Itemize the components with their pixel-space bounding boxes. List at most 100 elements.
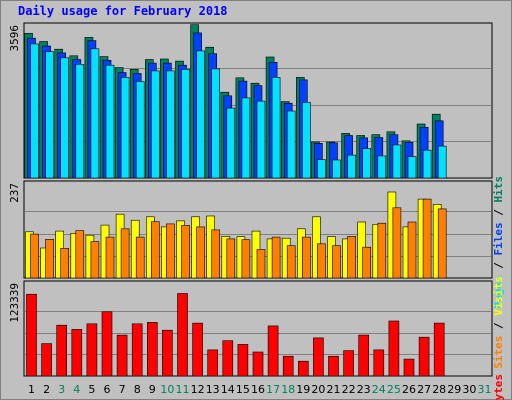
bar-pages-day-24 [377, 155, 387, 179]
day-label-9: 9 [149, 383, 156, 396]
bar-sites-day-24 [377, 222, 387, 279]
bar-sites-day-27 [422, 198, 432, 279]
bar-sites-day-23 [362, 246, 372, 279]
bar-kbytes-day-26 [403, 358, 415, 377]
day-label-28: 28 [432, 383, 446, 396]
day-label-29: 29 [447, 383, 461, 396]
bar-sites-day-2 [45, 239, 54, 279]
bar-kbytes-day-1 [26, 293, 37, 377]
bar-sites-day-4 [75, 230, 85, 279]
bar-kbytes-day-4 [71, 329, 83, 377]
day-label-16: 16 [251, 383, 265, 396]
bar-sites-day-18 [286, 245, 296, 279]
bar-kbytes-day-6 [101, 311, 113, 377]
day-label-27: 27 [417, 383, 431, 396]
legend-item-visits: Visits [492, 276, 505, 316]
bar-kbytes-day-14 [222, 340, 234, 377]
day-label-3: 3 [58, 383, 65, 396]
bar-pages-day-6 [105, 64, 115, 179]
day-label-24: 24 [372, 383, 386, 396]
day-label-20: 20 [311, 383, 325, 396]
bar-kbytes-day-19 [297, 360, 309, 377]
bar-pages-day-9 [151, 70, 160, 179]
bar-sites-day-20 [317, 243, 326, 279]
day-label-4: 4 [73, 383, 80, 396]
day-label-18: 18 [281, 383, 295, 396]
legend-hits-files-pages: Pages / Files / Hits [492, 176, 505, 309]
bar-kbytes-day-20 [313, 337, 324, 377]
day-label-26: 26 [402, 383, 416, 396]
day-label-21: 21 [327, 383, 341, 396]
bar-sites-day-17 [271, 236, 281, 279]
bar-kbytes-day-9 [147, 322, 158, 377]
day-label-25: 25 [387, 383, 401, 396]
day-label-7: 7 [119, 383, 126, 396]
legend-item-pages: Pages [492, 275, 505, 308]
bar-sites-day-11 [181, 225, 190, 279]
bar-sites-day-15 [241, 239, 251, 279]
day-label-23: 23 [357, 383, 371, 396]
day-label-5: 5 [88, 383, 95, 396]
ymax-label-visits-sites: 237 [8, 183, 21, 203]
bar-pages-day-17 [271, 77, 281, 179]
bar-kbytes-day-10 [162, 329, 173, 377]
day-label-13: 13 [206, 383, 220, 396]
bar-kbytes-day-15 [237, 343, 249, 377]
bar-kbytes-day-2 [41, 343, 52, 377]
bar-pages-day-10 [166, 70, 175, 179]
bar-sites-day-7 [120, 228, 130, 279]
bar-sites-day-13 [211, 229, 220, 279]
legend-item-sites: Sites [492, 336, 505, 369]
legend-visits-sites: Sites / Visits [492, 276, 505, 369]
bar-sites-day-22 [347, 236, 356, 279]
day-label-15: 15 [236, 383, 250, 396]
bar-sites-day-14 [226, 238, 236, 279]
legend-item-hits: Hits [492, 176, 505, 203]
bar-kbytes-day-7 [116, 334, 128, 377]
bar-pages-day-21 [332, 159, 341, 179]
bar-pages-day-4 [75, 64, 85, 179]
day-label-2: 2 [43, 383, 50, 396]
bar-sites-day-25 [392, 207, 402, 279]
bar-sites-day-12 [196, 226, 205, 279]
day-label-31: 31 [478, 383, 492, 396]
bar-pages-day-27 [422, 149, 432, 179]
bar-pages-day-13 [211, 68, 220, 179]
bar-sites-day-21 [332, 245, 341, 279]
bar-kbytes-day-3 [56, 324, 68, 377]
bar-kbytes-day-22 [343, 350, 354, 377]
legend-separator: / [492, 316, 505, 336]
bar-pages-day-16 [256, 100, 266, 179]
bar-pages-day-25 [392, 144, 402, 179]
day-label-8: 8 [134, 383, 141, 396]
bar-pages-day-12 [196, 50, 205, 179]
bar-kbytes-day-23 [358, 334, 370, 377]
bar-kbytes-day-13 [207, 349, 218, 377]
bar-kbytes-day-28 [433, 322, 445, 377]
bar-pages-day-14 [226, 107, 236, 179]
bar-kbytes-day-11 [177, 293, 188, 377]
day-label-6: 6 [104, 383, 111, 396]
legend-kbytes: KBytes [492, 374, 505, 400]
bar-pages-day-11 [181, 69, 190, 179]
legend-separator: / [492, 256, 505, 276]
bar-sites-day-5 [90, 241, 100, 279]
ymax-label-hits-files-pages: 3596 [8, 25, 21, 52]
bar-kbytes-day-21 [328, 355, 339, 377]
bar-pages-day-23 [362, 148, 372, 179]
bar-pages-day-18 [286, 110, 296, 179]
bar-sites-day-1 [30, 233, 39, 279]
bar-pages-day-7 [120, 77, 130, 179]
day-label-19: 19 [296, 383, 310, 396]
bar-pages-day-28 [437, 145, 447, 179]
bar-kbytes-day-5 [86, 323, 98, 377]
day-label-22: 22 [342, 383, 356, 396]
day-label-30: 30 [462, 383, 476, 396]
bar-kbytes-day-25 [388, 320, 400, 377]
bar-pages-day-22 [347, 154, 356, 179]
bar-pages-day-26 [407, 156, 417, 179]
bar-sites-day-26 [407, 221, 417, 279]
bar-kbytes-day-24 [373, 349, 385, 377]
bar-pages-day-19 [301, 102, 311, 179]
